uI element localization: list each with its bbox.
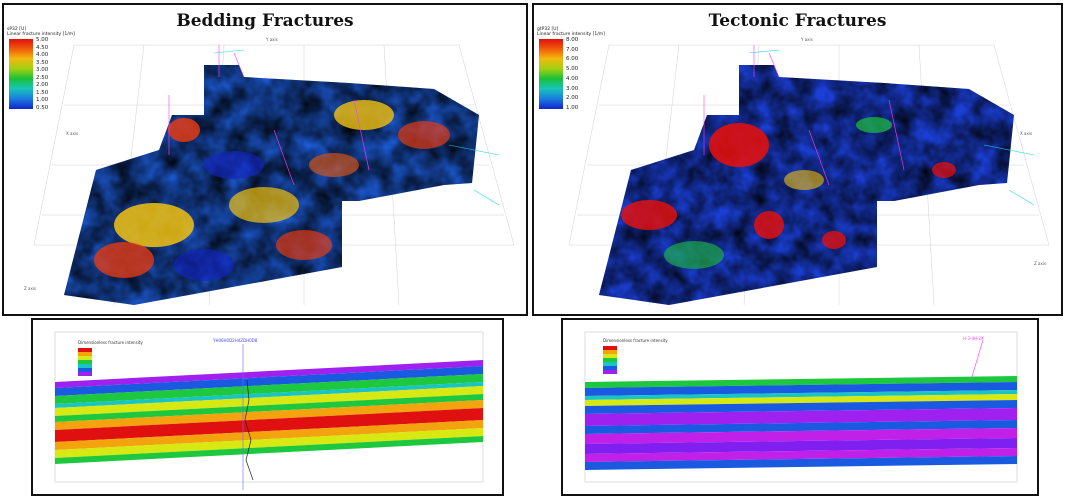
bedding-intensity-surface <box>64 65 479 305</box>
bedding-section-view: Dimensionless fracture intensity YH06H0D… <box>54 331 484 490</box>
legend-colorbar <box>9 39 33 109</box>
legend-title: gtP32 [U] <box>537 27 559 32</box>
section-legend: Dimensionless fracture intensity <box>603 338 668 374</box>
panel-title: Bedding Fractures <box>176 11 354 31</box>
section-legend: Dimensionless fracture intensity <box>78 340 143 376</box>
well-label: H-3-4H-2X <box>963 336 984 341</box>
well-label: YH06H0D2H4ZDH0D8 <box>212 338 258 343</box>
legend-tick: 4.50 <box>36 44 49 51</box>
section-layers <box>585 376 1017 470</box>
legend-tick: 0.50 <box>36 104 49 111</box>
legend-subtitle: Linear fracture intensity [1/m] <box>7 32 75 37</box>
legend-tick: 3.00 <box>36 67 49 74</box>
bedding-3d-view: Y axis X axis Z axis <box>24 37 515 306</box>
tectonic-section-panel: Dimensionless fracture intensity H-3-4H-… <box>561 318 1039 496</box>
legend-tick: 5.00 <box>36 37 49 43</box>
legend-ticks: 8.00 7.00 6.00 5.00 4.00 3.00 2.00 1.00 <box>566 37 578 111</box>
legend-subtitle: Linear fracture intensity [1/m] <box>537 32 605 37</box>
legend-tick: 3.00 <box>566 85 579 92</box>
legend-tick: 2.50 <box>36 74 49 81</box>
tectonic-fractures-panel: Y axis X axis Z axis Tectonic Fractures … <box>532 3 1063 316</box>
section-layers <box>55 360 483 464</box>
z-axis-label: Z axis <box>24 286 36 291</box>
panel-title: Tectonic Fractures <box>708 11 887 31</box>
legend-tick: 3.50 <box>36 59 49 66</box>
section-legend-title: Dimensionless fracture intensity <box>603 338 668 343</box>
legend-title: sP32 [U] <box>7 27 27 32</box>
tectonic-intensity-surface <box>599 65 1014 305</box>
axis-labels: Y axis X axis Z axis <box>800 37 1046 266</box>
z-axis-label: Z axis <box>1034 261 1046 266</box>
legend-tick: 4.00 <box>36 52 49 59</box>
x-axis-label: X axis <box>66 131 78 136</box>
color-legend: sP32 [U] Linear fracture intensity [1/m]… <box>7 27 75 111</box>
legend-tick: 1.50 <box>36 89 49 96</box>
tectonic-section-view: Dimensionless fracture intensity H-3-4H-… <box>584 331 1018 483</box>
bedding-section-panel: Dimensionless fracture intensity YH06H0D… <box>31 318 504 496</box>
legend-tick: 1.00 <box>566 104 579 111</box>
legend-colorbar <box>539 39 563 109</box>
legend-tick: 2.00 <box>36 82 49 89</box>
legend-tick: 5.00 <box>566 66 579 73</box>
x-axis-label: X axis <box>1020 131 1032 136</box>
well-log <box>244 379 254 481</box>
legend-tick: 6.00 <box>566 56 579 63</box>
legend-tick: 7.00 <box>566 46 579 53</box>
well-trajectories <box>703 45 905 186</box>
legend-tick: 2.00 <box>566 95 579 102</box>
tectonic-3d-view: Y axis X axis Z axis <box>568 37 1050 306</box>
bedding-fractures-panel: Y axis X axis Z axis Bedding Fractures s… <box>2 3 528 316</box>
well-line <box>970 339 984 381</box>
legend-tick: 4.00 <box>566 75 579 82</box>
y-axis-label: Y axis <box>265 37 278 42</box>
legend-tick: 8.00 <box>566 37 579 43</box>
well-trajectories <box>168 45 370 186</box>
section-legend-title: Dimensionless fracture intensity <box>78 340 143 345</box>
color-legend: gtP32 [U] Linear fracture intensity [1/m… <box>537 27 605 111</box>
well-trajectories-cyan <box>748 49 1035 206</box>
legend-tick: 1.00 <box>36 97 49 104</box>
legend-ticks: 5.00 4.50 4.00 3.50 3.00 2.50 2.00 1.50 … <box>36 37 48 111</box>
well-trajectories-cyan <box>213 49 500 206</box>
y-axis-label: Y axis <box>800 37 813 42</box>
axis-labels: Y axis X axis Z axis <box>24 37 278 291</box>
